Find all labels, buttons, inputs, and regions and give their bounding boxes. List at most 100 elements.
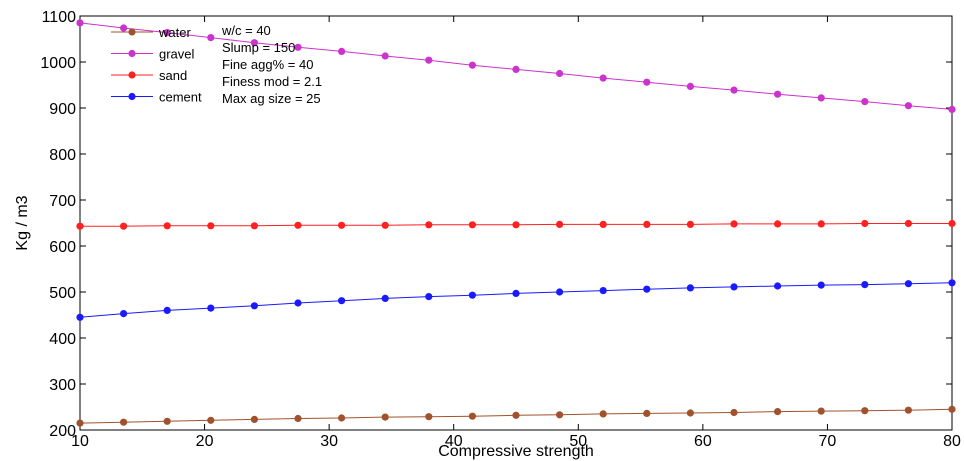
data-point-cement — [556, 288, 564, 296]
data-point-sand — [425, 221, 433, 229]
data-point-sand — [948, 219, 956, 228]
data-point-sand — [120, 222, 128, 230]
data-point-water — [686, 409, 695, 417]
data-point-sand — [861, 219, 869, 228]
data-point-sand — [207, 222, 215, 230]
data-point-gravel — [861, 98, 869, 106]
data-point-sand — [163, 222, 171, 230]
legend-marker-cement — [128, 92, 136, 101]
x-tick-label: 40 — [445, 433, 463, 450]
data-point-gravel — [425, 56, 433, 64]
annotation: Finess mod = 2.1 — [222, 74, 322, 89]
data-point-sand — [556, 220, 564, 228]
x-tick-label: 60 — [694, 433, 712, 450]
x-tick-label: 80 — [943, 433, 961, 450]
legend-label-cement: cement — [159, 90, 202, 105]
series-group — [76, 19, 956, 427]
x-tick-label: 20 — [196, 433, 214, 450]
data-point-cement — [730, 283, 738, 291]
data-point-cement — [774, 282, 782, 290]
y-tick-label: 300 — [49, 377, 76, 394]
data-point-water — [163, 417, 171, 425]
legend-marker-water — [128, 28, 136, 36]
data-point-cement — [250, 302, 258, 310]
data-point-water — [338, 414, 346, 422]
annotation: Max ag size = 25 — [222, 91, 321, 106]
data-point-water — [599, 410, 607, 418]
y-tick-label: 900 — [49, 101, 76, 118]
data-point-gravel — [294, 43, 302, 51]
x-tick-label: 70 — [819, 433, 837, 450]
data-point-gravel — [556, 69, 564, 78]
data-point-cement — [207, 304, 215, 312]
data-point-gravel — [599, 74, 607, 82]
data-point-water — [468, 412, 476, 420]
data-point-water — [120, 418, 128, 426]
data-point-gravel — [774, 90, 782, 98]
data-point-sand — [338, 221, 346, 229]
y-tick-label: 1000 — [40, 55, 76, 72]
data-point-cement — [425, 293, 433, 301]
data-point-sand — [817, 220, 825, 228]
data-point-sand — [599, 220, 607, 228]
data-point-cement — [817, 281, 825, 289]
data-point-gravel — [686, 82, 695, 90]
legend-marker-gravel — [128, 49, 136, 58]
legend-marker-sand — [128, 71, 136, 79]
data-point-cement — [163, 306, 171, 314]
data-point-water — [904, 406, 913, 414]
data-point-cement — [381, 294, 389, 302]
data-point-sand — [250, 222, 258, 230]
data-point-gravel — [120, 24, 128, 32]
data-point-water — [250, 415, 258, 423]
series-gravel — [76, 19, 956, 113]
data-point-water — [381, 413, 389, 421]
data-point-cement — [338, 297, 346, 305]
data-point-sand — [904, 219, 913, 228]
y-tick-label: 800 — [49, 147, 76, 164]
data-point-cement — [294, 299, 302, 307]
y-tick-label: 1100 — [42, 9, 77, 26]
data-point-gravel — [817, 94, 825, 102]
x-tick-label: 10 — [71, 433, 89, 450]
x-tick-label: 50 — [569, 433, 587, 450]
data-point-water — [425, 413, 433, 421]
data-point-sand — [76, 222, 84, 230]
data-point-cement — [686, 284, 695, 292]
series-cement — [76, 279, 956, 321]
data-point-sand — [468, 221, 476, 229]
data-point-gravel — [76, 19, 84, 27]
data-point-water — [76, 419, 84, 427]
y-tick-label: 600 — [49, 239, 76, 256]
data-point-gravel — [250, 39, 258, 47]
y-tick-label: 700 — [49, 193, 76, 210]
data-point-water — [207, 416, 215, 424]
data-point-gravel — [338, 47, 346, 56]
y-axis-label: Kg / m3 — [14, 195, 31, 250]
y-tick-label: 500 — [49, 285, 76, 302]
data-point-water — [861, 407, 869, 415]
data-point-water — [730, 408, 738, 417]
annotations: w/c = 40 Slump = 150 Fine agg% = 40 Finess … — [221, 23, 322, 106]
data-point-gravel — [381, 52, 389, 60]
annotation: Fine agg% = 40 — [222, 57, 313, 72]
data-point-cement — [948, 279, 956, 287]
series-water — [76, 405, 956, 427]
legend-label-sand: sand — [159, 68, 187, 83]
data-point-sand — [774, 220, 782, 228]
data-point-sand — [512, 221, 520, 229]
series-sand — [76, 219, 956, 230]
data-point-cement — [468, 291, 476, 299]
data-point-cement — [599, 287, 607, 295]
data-point-sand — [294, 221, 302, 229]
y-tick-label: 200 — [49, 423, 76, 440]
data-point-sand — [686, 220, 695, 228]
data-point-water — [643, 409, 651, 417]
legend-label-water: water — [158, 25, 191, 40]
data-point-gravel — [512, 65, 520, 73]
legend-label-gravel: gravel — [159, 47, 195, 62]
data-point-gravel — [468, 61, 476, 69]
data-point-gravel — [163, 28, 171, 37]
data-point-cement — [120, 310, 128, 318]
data-point-gravel — [904, 102, 913, 110]
